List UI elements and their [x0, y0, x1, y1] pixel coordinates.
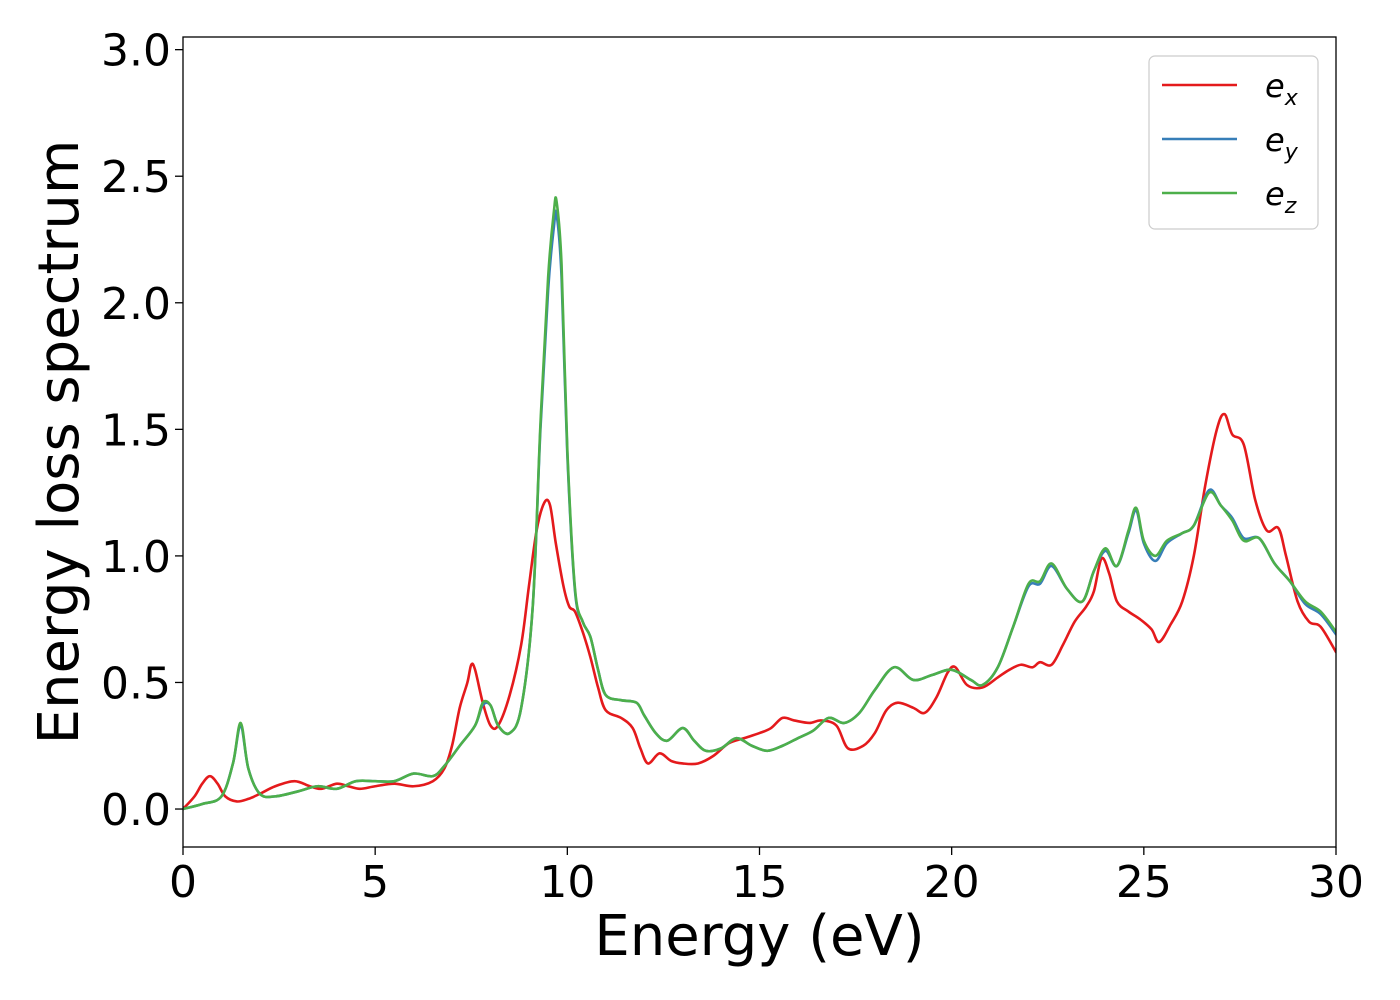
x-tick-label: 0: [169, 857, 197, 908]
x-tick-label: 10: [539, 857, 595, 908]
y-axis-label: Energy loss spectrum: [27, 140, 92, 745]
y-tick-label: 1.5: [101, 405, 171, 456]
plot-series-group: [183, 196, 1336, 811]
x-axis-label: Energy (eV): [594, 904, 924, 969]
y-tick-label: 3.0: [101, 26, 171, 77]
x-tick-label: 5: [361, 857, 389, 908]
legend-label-y: ey: [1265, 121, 1299, 165]
y-axis-ticks: 0.0 0.5 1.0 1.5 2.0 2.5 3.0: [101, 26, 183, 836]
y-tick-label: 0.0: [101, 785, 171, 836]
series-line-z: [183, 196, 1336, 811]
y-tick-label: 2.5: [101, 152, 171, 203]
y-tick-label: 2.0: [101, 279, 171, 330]
legend-label-x: ex: [1265, 67, 1299, 111]
x-axis-ticks: 0 5 10 15 20 25 30: [169, 847, 1364, 908]
x-tick-label: 25: [1116, 857, 1172, 908]
legend: ex ey ez: [1148, 55, 1319, 230]
x-tick-label: 15: [732, 857, 788, 908]
x-tick-label: 20: [924, 857, 980, 908]
legend-label-z: ez: [1265, 175, 1297, 219]
legend-box: [1148, 55, 1319, 230]
y-tick-label: 0.5: [101, 658, 171, 709]
series-line-x: [183, 412, 1336, 811]
y-tick-label: 1.0: [101, 532, 171, 583]
x-tick-label: 30: [1308, 857, 1364, 908]
